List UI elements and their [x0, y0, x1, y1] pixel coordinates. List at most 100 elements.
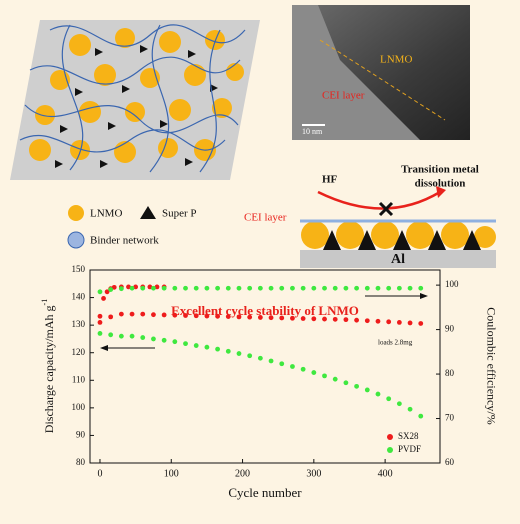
data-point	[225, 285, 231, 291]
data-point	[311, 316, 317, 322]
legend-icon	[68, 205, 84, 221]
data-point	[279, 285, 285, 291]
data-point	[215, 313, 220, 319]
al-substrate	[300, 250, 496, 268]
data-point	[108, 314, 114, 320]
data-point	[118, 286, 124, 292]
data-point	[225, 348, 231, 354]
data-point	[279, 361, 285, 367]
data-point	[111, 284, 117, 290]
annotation: Excellent cycle stability of LNMO	[171, 303, 359, 318]
data-point	[300, 366, 306, 372]
cei-label: CEI layer	[244, 212, 287, 224]
data-point	[215, 285, 220, 291]
data-point	[300, 285, 306, 291]
data-point	[108, 332, 114, 338]
data-point	[172, 312, 178, 318]
data-point	[108, 287, 114, 292]
cei-diagram: HF Transition metal dissolution CEI laye…	[244, 164, 496, 268]
data-point	[268, 285, 274, 291]
data-point	[364, 285, 370, 291]
substrate	[10, 20, 260, 180]
data-point	[300, 316, 306, 321]
data-point	[172, 285, 178, 291]
data-point	[364, 387, 370, 393]
data-point	[364, 318, 370, 324]
data-point	[236, 351, 242, 356]
data-point	[375, 285, 381, 291]
data-point	[311, 370, 317, 375]
legend-icon	[67, 231, 85, 249]
carbon-particles	[323, 230, 481, 250]
data-point	[311, 285, 317, 291]
data-point	[407, 285, 413, 291]
tem-boundary	[319, 39, 446, 121]
data-point	[129, 285, 135, 291]
data-point	[386, 319, 392, 325]
dissolution-label: Transition metal	[401, 164, 479, 176]
data-point	[343, 285, 349, 291]
data-point	[407, 320, 413, 326]
legend-label: SX28	[398, 431, 419, 441]
y2-tick-label: 100	[445, 279, 459, 289]
data-point	[332, 285, 338, 291]
axis-arrow-head	[100, 345, 108, 351]
data-point	[161, 285, 167, 291]
tem-layer: CEI layer	[322, 90, 365, 102]
data-point	[161, 312, 167, 318]
data-point	[332, 376, 338, 382]
y2-tick-label: 90	[445, 324, 455, 334]
data-point	[118, 311, 124, 317]
x-tick-label: 400	[378, 468, 393, 479]
data-point	[183, 313, 188, 318]
data-point	[97, 313, 103, 319]
data-point	[193, 285, 199, 291]
reaction-arrow	[317, 190, 441, 210]
legend-label: LNMO	[90, 208, 122, 220]
data-point	[257, 285, 263, 291]
y2-axis-title: Coulombic efficiency/%	[484, 307, 498, 424]
data-point	[407, 406, 413, 412]
data-point	[140, 335, 146, 340]
y2-tick-label: 60	[445, 457, 455, 467]
data-point	[97, 289, 103, 295]
data-point	[193, 343, 199, 348]
data-point	[332, 316, 338, 322]
legend-label: PVDF	[398, 444, 421, 454]
x-tick-label: 200	[235, 468, 250, 479]
data-point	[225, 314, 231, 319]
data-point	[396, 401, 402, 407]
data-point	[97, 331, 103, 336]
data-point	[268, 358, 274, 364]
data-point	[354, 383, 359, 389]
legend-icon	[140, 206, 156, 219]
data-point	[257, 315, 263, 320]
y2-tick-label: 70	[445, 413, 455, 423]
y-tick-label: 80	[76, 457, 86, 467]
block-mark	[378, 201, 394, 217]
carbon	[55, 45, 218, 168]
schematic-legend: LNMO Super P Binder network	[67, 205, 197, 249]
plot-frame	[89, 269, 441, 464]
data-point	[322, 373, 327, 379]
tem-label: LNMO	[380, 54, 412, 66]
data-point	[375, 391, 381, 397]
data-point	[193, 313, 199, 319]
legend-label: Binder network	[90, 235, 159, 247]
arrow-head	[436, 186, 446, 198]
tem-image: LNMO CEI layer 10 nm	[292, 5, 470, 140]
note: loads 2.8mg	[378, 339, 413, 347]
y-tick-label: 140	[72, 292, 86, 302]
data-point	[290, 315, 295, 321]
x-tick-label: 0	[97, 468, 102, 479]
y-tick-label: 130	[72, 319, 86, 329]
data-point	[343, 317, 349, 323]
y-tick-label: 90	[76, 429, 86, 439]
binder	[19, 24, 246, 173]
data-point	[354, 317, 359, 323]
data-point	[183, 341, 188, 347]
data-point	[386, 285, 392, 291]
data-point	[322, 316, 327, 322]
